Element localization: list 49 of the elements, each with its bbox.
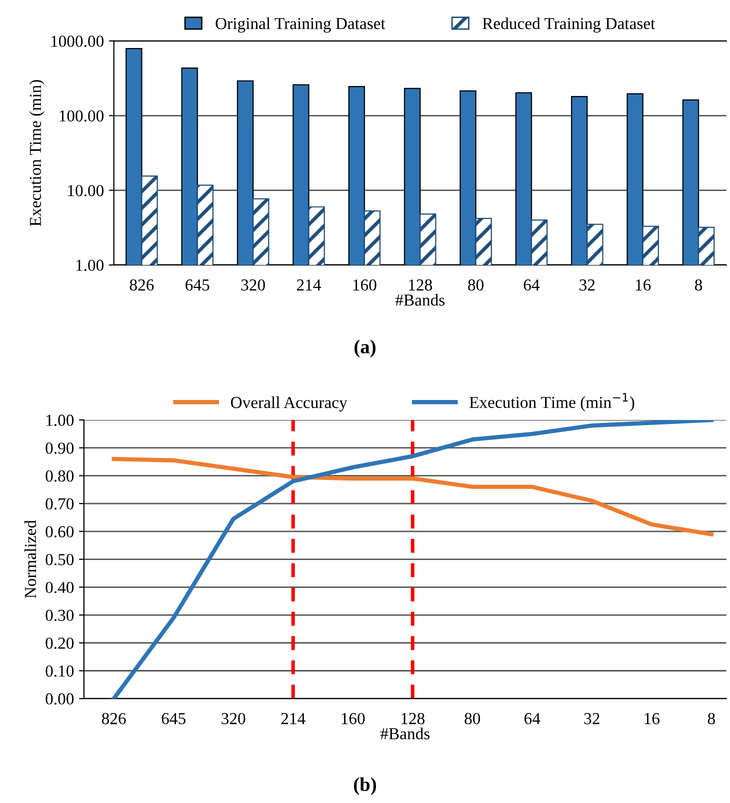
x-tick-label: 16 — [644, 713, 660, 724]
legend-label: Overall Accuracy — [230, 396, 348, 412]
x-tick-label: 160 — [353, 279, 376, 291]
y-tick-label: 0.20 — [46, 638, 74, 649]
y-tick-label: 0.40 — [46, 582, 74, 594]
y-tick-label: 0.70 — [46, 498, 74, 510]
y-tick-label: 1.00 — [76, 260, 104, 272]
legend-label: Original Training Dataset — [216, 17, 386, 33]
y-tick-label: 1000.00 — [51, 36, 104, 47]
x-tick-label: 826 — [130, 279, 154, 291]
x-tick-label: 64 — [524, 713, 540, 724]
y-tick-label: 1.00 — [46, 414, 74, 426]
x-tick-label: 645 — [162, 713, 186, 724]
x-tick-label: 320 — [241, 279, 265, 291]
legend-label: Reduced Training Dataset — [482, 17, 656, 33]
y-tick-label: 10.00 — [68, 185, 104, 196]
y-tick-label: 0.30 — [46, 610, 74, 622]
y-tick-label: 0.90 — [46, 442, 74, 454]
x-tick-label: 80 — [464, 712, 480, 724]
x-tick-label: 8 — [694, 279, 702, 291]
x-tick-label: 32 — [580, 279, 595, 291]
x-axis-title: #Bands — [380, 728, 430, 740]
x-tick-label: 80 — [468, 279, 484, 291]
x-axis-title: #Bands — [395, 294, 445, 306]
y-tick-label: 100.00 — [60, 110, 104, 122]
y-axis-title: Execution Time (min) — [29, 80, 44, 226]
y-tick-label: 0.10 — [46, 665, 74, 677]
text: (a) — [354, 340, 376, 358]
text: (b) — [354, 777, 376, 795]
x-tick-label: 128 — [402, 712, 424, 724]
y-tick-label: 0.50 — [46, 554, 74, 566]
x-tick-label: 214 — [281, 713, 306, 724]
y-tick-label: 0.00 — [46, 693, 74, 705]
x-tick-label: 645 — [186, 279, 210, 291]
line-series — [112, 456, 714, 536]
x-tick-label: 160 — [342, 712, 365, 724]
y-axis-title: Normalized — [24, 520, 36, 598]
x-tick-label: 320 — [222, 712, 246, 724]
legend-label: Execution Time (min$^{−1}$) — [470, 392, 634, 412]
x-tick-label: 32 — [584, 713, 600, 724]
x-tick-label: 8 — [708, 712, 715, 724]
y-tick-label: 0.60 — [46, 526, 74, 538]
line-series — [112, 420, 714, 699]
x-tick-label: 16 — [636, 279, 651, 291]
x-tick-label: 64 — [524, 279, 540, 291]
y-tick-label: 0.80 — [46, 470, 74, 482]
x-tick-label: 214 — [296, 279, 321, 290]
x-tick-label: 826 — [102, 712, 126, 724]
x-tick-label: 128 — [409, 279, 432, 291]
